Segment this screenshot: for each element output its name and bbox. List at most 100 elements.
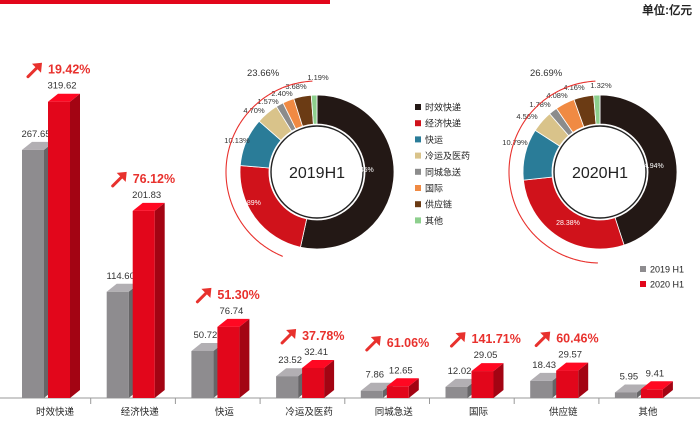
donut-2020-pct-label: 4.08%: [546, 91, 568, 100]
bar-2020-1-side: [154, 202, 165, 398]
donut-2019-pct-label: 1.19%: [307, 73, 329, 82]
bar-2020-7-top: [640, 381, 673, 390]
bar-2020-1-front: [132, 210, 155, 398]
bar-2019-7-top: [614, 384, 647, 393]
bar-2020-5-top: [471, 363, 504, 372]
bar-2019-0-top: [22, 141, 54, 150]
legend-year-swatch: [640, 266, 646, 272]
bar-2020-7: [640, 381, 673, 398]
growth-label: 76.12%: [133, 172, 175, 186]
bar-2020-4: [386, 378, 419, 398]
bar-2019-6-top: [530, 372, 563, 381]
bar-2020-3: [302, 359, 335, 398]
donut-2020-group-bracket: [508, 80, 598, 264]
bar-2019-1-front: [106, 291, 129, 398]
legend-swatch: [415, 185, 421, 191]
donut-2019-pct-label: 10.13%: [224, 136, 250, 145]
bar-2020-3-side: [324, 359, 335, 398]
donut-2019-center-ring: [270, 125, 364, 219]
bar-2020-2-top: [217, 318, 250, 327]
growth-arrow-head: [286, 328, 297, 339]
x-tick-label: 国际: [469, 407, 489, 418]
donut-2019-center-label: 2019H1: [289, 165, 345, 182]
donut-2019: 2019H1 53.45% 22.89% 10.13% 4.70%1.57%2.40%3…: [224, 68, 395, 257]
bar-2019-2-value-label: 50.72: [194, 330, 218, 341]
donut-2020-group-label: 26.69%: [530, 68, 563, 79]
bar-2019-2-top: [191, 342, 224, 351]
legend-swatch: [415, 168, 421, 175]
bar-2020-7-side: [662, 381, 673, 398]
x-tick-label: 快运: [215, 406, 235, 418]
donut-2020: 2020H1 44.94% 28.38% 10.79% 4.56% 1.78%4.08%4…: [502, 68, 678, 264]
bar-2020-2-value-label: 76.74: [220, 306, 244, 317]
growth-arrow-icon: [534, 331, 551, 348]
donut-2019-pct-label: 4.70%: [243, 106, 265, 115]
growth-arrow-head: [32, 62, 42, 73]
bar-2020-1-top: [132, 202, 165, 211]
bar-2020-6-value-label: 29.57: [558, 350, 582, 361]
donut-2020-pct-label: 4.16%: [563, 83, 585, 92]
bar-2019-0-front: [22, 149, 44, 398]
legend-swatch: [415, 201, 421, 208]
legend-year-swatch: [640, 281, 646, 287]
bar-2020-2-front: [217, 326, 240, 398]
donut-2019-slice-7: [310, 94, 318, 125]
bar-2019-5-top: [445, 378, 478, 387]
legend-swatch: [415, 120, 421, 127]
bar-2020-3-top: [302, 359, 335, 368]
growth-arrow-head: [116, 171, 127, 182]
donut-2019-pct-label: 3.68%: [285, 82, 307, 91]
bar-2019-3-top: [276, 368, 309, 377]
x-tick-label: 时效快递: [36, 406, 75, 418]
legend-year-label: 2020 H1: [650, 280, 684, 290]
donut-2020-pct-label: 10.79%: [502, 138, 528, 147]
bar-2020-4-side: [408, 378, 419, 398]
donut-2019-pct-label: 22.89%: [237, 200, 261, 207]
bar-2019-3-value-label: 23.52: [278, 355, 302, 366]
legend-label: 其他: [425, 215, 443, 226]
legend-label: 冷运及医药: [425, 150, 470, 161]
bar-2019-5-value-label: 12.02: [448, 366, 472, 377]
bar-2020-0-top: [48, 93, 80, 102]
donut-2020-pct-label: 28.38%: [556, 220, 580, 227]
donut-2020-pct-label: 1.32%: [590, 81, 612, 90]
bar-2019-7-front: [614, 392, 637, 398]
bar-2020-5-value-label: 29.05: [474, 350, 498, 361]
bar-2020-5: [471, 363, 504, 398]
bar-2020-5-front: [471, 371, 494, 398]
bar-2019-6-front: [530, 380, 553, 398]
bar-2020-0-side: [70, 93, 80, 399]
growth-arrow-icon: [195, 287, 212, 304]
bar-2020-4-front: [386, 386, 409, 398]
legend-label: 供应链: [425, 199, 452, 210]
growth-arrow-head: [201, 287, 212, 298]
bar-2020-6-top: [556, 362, 589, 371]
growth-label: 37.78%: [302, 329, 344, 343]
bar-2020-0-front: [48, 101, 70, 399]
bar-2019-5-front: [445, 386, 468, 398]
top-accent-stripe: [0, 0, 330, 4]
donut-2020-slice-7: [593, 94, 601, 125]
bar-2020-2-side: [239, 318, 250, 398]
bar-2019-6-value-label: 18.43: [532, 360, 556, 371]
bar-2020-2: [217, 318, 250, 398]
bar-2019-7-value-label: 5.95: [620, 371, 639, 382]
donut-2020-pct-label: 4.56%: [516, 112, 538, 121]
legend-label: 快运: [425, 134, 443, 145]
donut-2019-group-bracket: [225, 80, 313, 257]
donut-2019-pct-label: 53.45%: [350, 167, 374, 174]
growth-label: 19.42%: [48, 63, 90, 77]
bar-2019-0-value-label: 267.65: [21, 129, 50, 140]
legend-label: 时效快递: [425, 102, 461, 113]
x-tick-label: 供应链: [549, 406, 578, 418]
legend-label: 经济快递: [425, 118, 461, 129]
donut-2020-center-label: 2020H1: [572, 165, 628, 182]
growth-arrow-head: [370, 336, 381, 346]
bar-2019-3-front: [276, 376, 299, 398]
legend-year-label: 2019 H1: [650, 265, 684, 275]
bar-2020-6-front: [556, 370, 579, 398]
bar-2020-1-value-label: 201.83: [132, 190, 161, 201]
